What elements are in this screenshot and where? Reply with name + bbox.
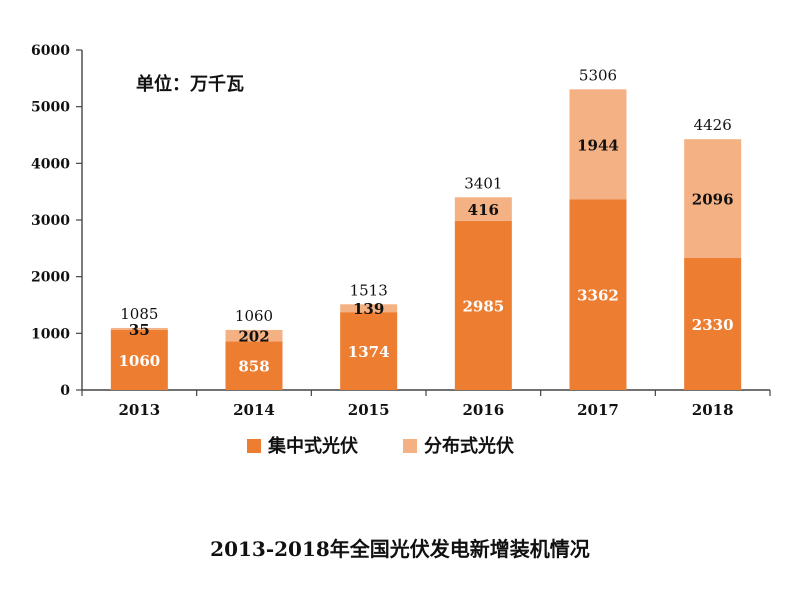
bar-centralized <box>454 220 512 390</box>
x-tick-label: 2014 <box>233 401 275 419</box>
unit-label: 单位：万千瓦 <box>136 73 244 95</box>
bar-centralized <box>684 257 742 390</box>
y-tick-label: 4000 <box>31 156 70 172</box>
y-tick-label: 5000 <box>31 100 70 116</box>
total-label: 4426 <box>694 116 732 134</box>
y-tick-label: 0 <box>60 383 70 399</box>
total-label: 3401 <box>464 174 502 192</box>
data-label-distributed: 416 <box>468 201 499 219</box>
chart-caption: 2013-2018年全国光伏发电新增装机情况 <box>210 537 590 561</box>
data-label-distributed: 1944 <box>577 136 619 154</box>
y-tick-label: 2000 <box>31 270 70 286</box>
legend-label-centralized: 集中式光伏 <box>267 435 358 457</box>
x-tick-label: 2018 <box>692 401 734 419</box>
data-label-centralized: 2985 <box>462 297 504 315</box>
bar-distributed <box>110 327 168 330</box>
data-label-distributed: 35 <box>129 321 150 339</box>
data-label-centralized: 2330 <box>692 316 734 334</box>
data-label-centralized: 3362 <box>577 287 619 305</box>
total-label: 1085 <box>120 305 158 323</box>
bar-distributed <box>340 304 398 313</box>
x-tick-label: 2017 <box>577 401 619 419</box>
data-label-centralized: 858 <box>238 358 269 376</box>
bar-distributed <box>454 197 512 221</box>
data-label-centralized: 1374 <box>348 343 390 361</box>
bar-centralized <box>340 312 398 390</box>
x-tick-label: 2015 <box>348 401 390 419</box>
bar-centralized <box>225 341 283 390</box>
x-tick-label: 2013 <box>118 401 160 419</box>
bar-distributed <box>569 89 627 200</box>
total-label: 1513 <box>350 281 388 299</box>
y-tick-label: 1000 <box>31 326 70 342</box>
legend-swatch-distributed <box>403 439 417 453</box>
data-label-distributed: 139 <box>353 300 384 318</box>
bar-centralized <box>110 329 168 390</box>
data-label-distributed: 202 <box>238 328 269 346</box>
total-label: 1060 <box>235 307 273 325</box>
bar-distributed <box>684 139 742 258</box>
data-label-centralized: 1060 <box>118 352 160 370</box>
x-tick-label: 2016 <box>462 401 504 419</box>
bar-centralized <box>569 199 627 390</box>
y-tick-label: 6000 <box>31 43 70 59</box>
data-label-distributed: 2096 <box>692 191 734 209</box>
legend-swatch-centralized <box>247 439 261 453</box>
y-tick-label: 3000 <box>31 213 70 229</box>
total-label: 5306 <box>579 66 617 84</box>
bar-distributed <box>225 329 283 342</box>
legend-label-distributed: 分布式光伏 <box>424 435 514 457</box>
